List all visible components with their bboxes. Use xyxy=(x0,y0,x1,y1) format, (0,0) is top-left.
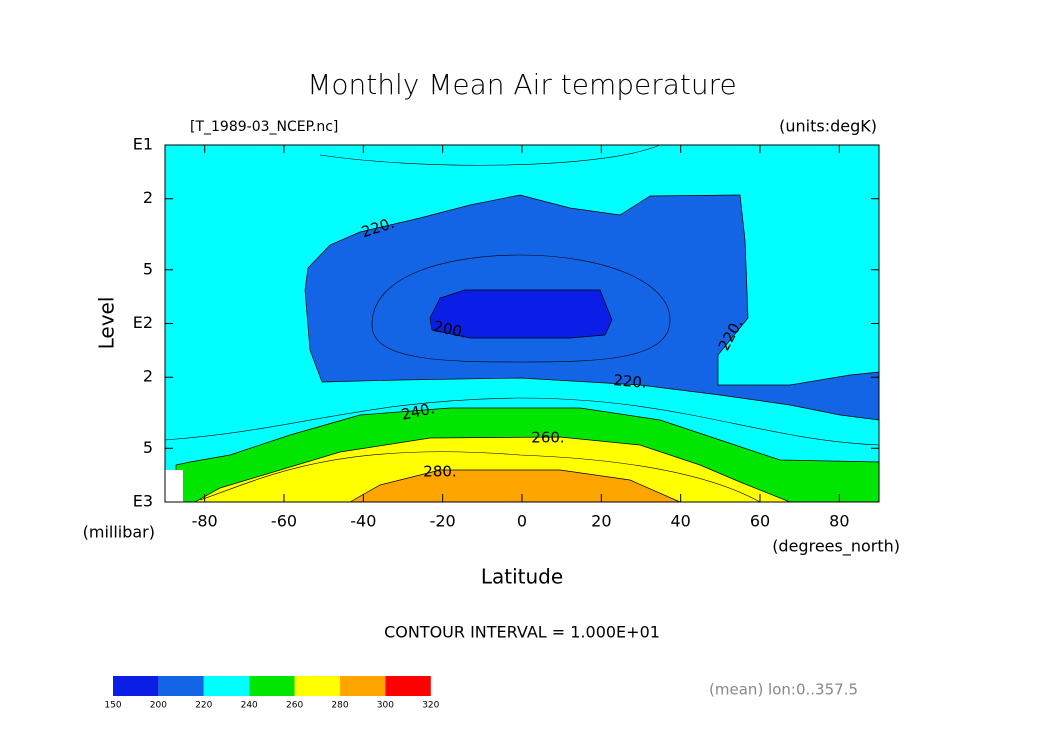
contour-line xyxy=(371,254,671,363)
colorbar-label: 150 xyxy=(104,701,121,711)
x-tick-label: 0 xyxy=(517,512,527,531)
colorbar-swatch xyxy=(158,676,204,696)
contour-line xyxy=(164,397,880,446)
missing-data xyxy=(165,470,183,502)
x-tick-label: -80 xyxy=(192,512,218,531)
x-tick-label: -20 xyxy=(430,512,456,531)
colorbar-label: 320 xyxy=(422,701,439,711)
x-tick-label: -60 xyxy=(271,512,297,531)
y-tick-label: E2 xyxy=(133,313,153,332)
y-tick-label: 5 xyxy=(143,259,153,278)
contour-interval: CONTOUR INTERVAL = 1.000E+01 xyxy=(384,623,660,642)
y-tick-label: E1 xyxy=(133,135,153,154)
colorbar-swatch xyxy=(113,676,159,696)
x-tick-label: 60 xyxy=(750,512,770,531)
x-tick-label: 40 xyxy=(670,512,690,531)
y-tick-label: 2 xyxy=(143,188,153,207)
colorbar-label: 260 xyxy=(286,701,303,711)
colorbar-label: 220 xyxy=(195,701,212,711)
colorbar-label: 280 xyxy=(331,701,348,711)
y-axis-unit: (millibar) xyxy=(83,523,155,542)
x-axis-label: Latitude xyxy=(481,565,563,589)
x-tick-label: 20 xyxy=(591,512,611,531)
y-tick-label: E3 xyxy=(133,492,153,511)
contour-label: 260. xyxy=(531,429,564,447)
y-axis-label: Level xyxy=(95,297,119,350)
contour-region xyxy=(429,289,613,339)
contour-field xyxy=(164,144,880,503)
colorbar-label: 240 xyxy=(241,701,258,711)
x-tick-label: 80 xyxy=(829,512,849,531)
subtitle-left: [T_1989-03_NCEP.nc] xyxy=(190,119,338,135)
x-tick-label: -40 xyxy=(350,512,376,531)
colorbar-label: 200 xyxy=(150,701,167,711)
colorbar-swatch xyxy=(385,676,431,696)
contour-line xyxy=(319,144,661,166)
colorbar-swatch xyxy=(249,676,295,696)
colorbar-swatch xyxy=(203,676,250,696)
note: (mean) lon:0..357.5 xyxy=(709,681,858,699)
colorbar-swatch xyxy=(294,676,340,696)
colorbar-label: 300 xyxy=(377,701,394,711)
contour-label: 220. xyxy=(613,371,648,392)
y-tick-label: 2 xyxy=(143,367,153,386)
colorbar-swatch xyxy=(340,676,386,696)
contour-label: 280. xyxy=(423,463,456,481)
y-tick-label: 5 xyxy=(143,438,153,457)
contour-line xyxy=(199,451,761,503)
x-axis-unit: (degrees_north) xyxy=(772,537,900,557)
subtitle-right: (units:degK) xyxy=(779,117,877,136)
chart-title: Monthly Mean Air temperature xyxy=(307,68,737,101)
